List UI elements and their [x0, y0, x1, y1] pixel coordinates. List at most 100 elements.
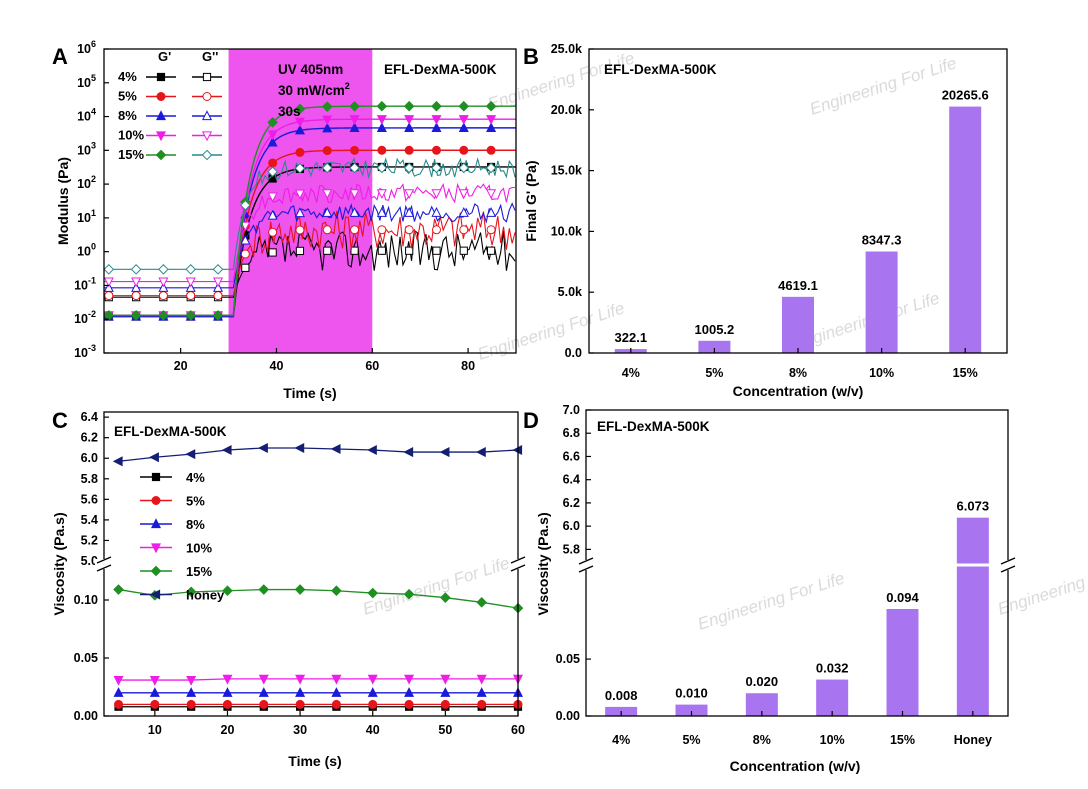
y-tick-label-c-upper: 5.8: [81, 472, 98, 486]
data-label-b: 322.1: [615, 330, 648, 345]
gprime-point-4: [158, 310, 169, 321]
watermark-1: Engineering For Life: [807, 53, 958, 118]
viscosity-point-2: [113, 687, 124, 697]
gprime-point-1: [295, 147, 305, 157]
x-axis-title-b: Concentration (w/v): [733, 383, 864, 399]
gprime-point-2: [294, 124, 305, 135]
axis-break-c-right-gap: [509, 559, 527, 569]
y-tick-label-a: 10-2: [74, 309, 96, 326]
viscosity-point-4: [476, 597, 487, 608]
gdoubleprime-point-0: [377, 246, 386, 255]
x-tick-label-b: 15%: [953, 366, 978, 380]
gdoubleprime-point-1: [240, 249, 250, 259]
y-tick-label-exponent: -3: [88, 343, 96, 353]
legend-marker-gdoubleprime: [201, 149, 213, 161]
legend-marker-gprime: [156, 72, 166, 82]
gprime-point-4: [321, 101, 333, 112]
gprime-point-4: [130, 310, 142, 321]
gdoubleprime-point-1: [131, 291, 141, 301]
y-tick-label-exponent: 4: [91, 107, 96, 117]
y-tick-label-d-upper: 6.6: [563, 449, 580, 463]
viscosity-point-3: [476, 674, 487, 685]
y-tick-label-base: 10: [77, 211, 91, 225]
gdoubleprime-point-0: [323, 246, 332, 255]
data-label-b: 20265.6: [942, 88, 989, 103]
axis-break-d-right-gap: [999, 560, 1017, 570]
gdoubleprime-point-4: [185, 264, 197, 275]
axes-c: 10 20 30 40 50 60 0.00 0.05 0.10 5.0 5.2 5.4 5.6 5.8 6…: [74, 410, 527, 737]
gdoubleprime-point-1: [295, 225, 305, 235]
gdoubleprime-point-3: [213, 277, 224, 288]
gprime-point-2: [322, 122, 333, 133]
x-tick-label-d: 15%: [890, 733, 915, 747]
gprime-point-2: [376, 122, 387, 132]
gprime-point-4: [349, 100, 360, 112]
y-tick-label-exponent: 1: [91, 208, 96, 218]
viscosity-point-1: [150, 699, 160, 709]
viscosity-point-1: [368, 699, 378, 709]
legend-label-a: 4%: [118, 69, 137, 84]
gprime-line-4: [104, 105, 517, 317]
gdoubleprime-point-3: [158, 277, 169, 288]
gprime-point-3: [458, 115, 469, 125]
viscosity-point-5: [330, 443, 341, 455]
data-label-d: 6.073: [957, 499, 990, 514]
gdoubleprime-point-0: [459, 246, 468, 255]
gprime-line-2: [104, 127, 516, 318]
y-tick-label-exponent: 3: [91, 140, 96, 150]
x-tick-label-c: 30: [293, 723, 307, 737]
gdoubleprime-point-3: [294, 189, 305, 200]
gdoubleprime-point-3: [131, 277, 142, 288]
gdoubleprime-point-4: [321, 162, 333, 174]
bar-d: [956, 517, 989, 716]
gdoubleprime-point-0: [241, 263, 250, 272]
gprime-point-1: [431, 145, 441, 155]
viscosity-point-5: [367, 445, 377, 456]
uv-label-line1: UV 405nm: [278, 62, 343, 77]
axis-break-d-right-lower: [1000, 565, 1016, 573]
gprime-point-1: [459, 145, 469, 155]
viscosity-point-2: [186, 687, 197, 697]
gprime-point-4: [431, 100, 442, 112]
legend-c: 4% 5% 8% 10% 15% honey: [140, 470, 225, 603]
gdoubleprime-point-1: [431, 225, 441, 235]
gdoubleprime-point-3: [349, 189, 360, 200]
gprime-point-1: [404, 145, 414, 155]
uv-label-line2: 30 mW/cm2: [278, 81, 350, 98]
y-tick-label-d-upper: 6.4: [563, 473, 580, 487]
gdoubleprime-point-0: [486, 246, 496, 255]
data-label-d: 0.020: [746, 674, 779, 689]
legend-label-c: 8%: [186, 517, 205, 532]
gdoubleprime-point-2: [458, 207, 469, 217]
gdoubleprime-point-3: [322, 189, 333, 200]
y-tick-label-base: 10: [77, 245, 91, 259]
bars-b: 322.1 1005.2 4619.1 8347.3 20265.6: [615, 88, 989, 353]
legend-marker-c: [150, 565, 162, 577]
viscosity-line-5: [118, 447, 519, 462]
uv-label-line3: 30s: [278, 104, 301, 119]
data-label-d: 0.008: [605, 688, 638, 703]
viscosity-point-5: [258, 442, 268, 453]
legend-marker-c: [150, 589, 161, 600]
gprime-point-3: [404, 115, 415, 125]
y-tick-label-d-lower: 0.05: [556, 652, 580, 666]
gprime-point-1: [268, 158, 278, 168]
legend-label-a: 8%: [118, 108, 137, 123]
bar-b: [698, 340, 731, 353]
y-tick-label-exponent: 5: [91, 73, 96, 83]
x-tick-label-d: 4%: [612, 733, 630, 747]
y-tick-label-d-lower: 0.00: [556, 709, 580, 723]
y-tick-label-c-lower: 0.05: [74, 651, 98, 665]
y-tick-label-base: 10: [77, 110, 91, 124]
y-tick-label-base: 10: [74, 346, 88, 360]
y-tick-label-a: 103: [77, 140, 96, 157]
data-label-b: 1005.2: [695, 322, 735, 337]
viscosity-point-4: [113, 584, 124, 595]
legend-marker-c: [151, 496, 161, 505]
y-tick-label-a: 10-3: [74, 343, 96, 360]
data-label-b: 4619.1: [778, 278, 818, 293]
viscosity-point-5: [475, 447, 486, 458]
x-tick-label-c: 20: [221, 723, 235, 737]
gprime-point-3: [376, 115, 387, 125]
viscosity-point-3: [258, 674, 269, 685]
